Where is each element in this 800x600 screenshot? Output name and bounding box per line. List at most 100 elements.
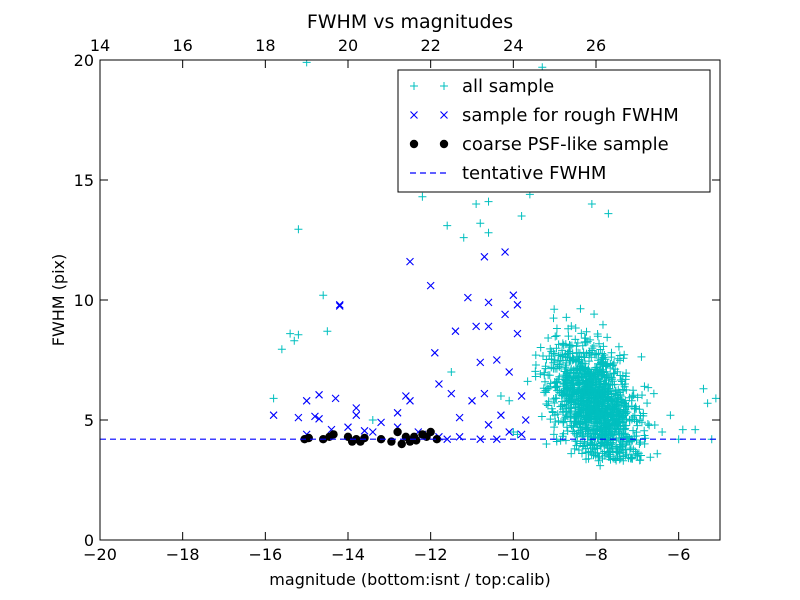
all-sample-point <box>553 360 562 369</box>
all-sample-point <box>637 352 646 361</box>
all-sample-point <box>597 438 606 447</box>
rough-fwhm-point <box>335 302 344 310</box>
all-sample-point <box>552 437 561 446</box>
all-sample-point <box>562 381 571 390</box>
all-sample-point <box>569 377 578 386</box>
all-sample-point <box>614 342 623 351</box>
legend-label: sample for rough FWHM <box>462 105 679 126</box>
all-sample-point <box>547 363 556 372</box>
top-tick-label: 24 <box>503 36 523 55</box>
all-sample-point <box>277 345 286 354</box>
all-sample-point <box>658 428 667 436</box>
all-sample-point <box>536 369 545 378</box>
all-sample-point <box>602 440 611 449</box>
all-sample-point <box>558 339 567 348</box>
all-sample-point <box>564 332 573 341</box>
all-sample-point <box>472 200 481 208</box>
all-sample-point <box>640 382 649 391</box>
all-sample-point <box>565 342 574 351</box>
all-sample-point <box>556 356 565 365</box>
all-sample-point <box>592 405 601 414</box>
all-sample-point <box>607 353 616 362</box>
legend-entry: coarse PSF-like sample <box>409 134 669 155</box>
all-sample-point <box>606 396 615 405</box>
all-sample-point <box>601 421 610 430</box>
all-sample-point <box>583 377 592 386</box>
all-sample-point <box>546 344 555 353</box>
all-sample-point <box>572 389 581 398</box>
all-sample-point <box>550 349 559 358</box>
rough-fwhm-point <box>468 396 476 405</box>
all-sample-point <box>593 368 602 377</box>
y-tick-label: 15 <box>74 171 94 190</box>
psf-like-point <box>432 435 442 444</box>
all-sample-point <box>649 389 658 398</box>
all-sample-point <box>574 380 583 389</box>
all-sample-point <box>588 444 597 453</box>
all-sample-point <box>610 369 619 378</box>
all-sample-point <box>537 412 546 421</box>
all-sample-point <box>551 383 560 392</box>
all-sample-point <box>568 383 577 392</box>
all-sample-point <box>597 430 606 439</box>
all-sample-point <box>568 356 577 365</box>
all-sample-point <box>443 221 452 230</box>
x-tick-label: −10 <box>496 545 530 564</box>
all-sample-point <box>587 200 596 208</box>
legend-label: all sample <box>462 76 554 97</box>
all-sample-point <box>580 353 589 362</box>
all-sample-point <box>666 411 675 420</box>
all-sample-point <box>637 418 646 427</box>
all-sample-point <box>604 209 613 218</box>
all-sample-point <box>541 377 550 386</box>
all-sample-point <box>602 362 611 371</box>
all-sample-point <box>571 398 580 407</box>
rough-fwhm-point <box>451 327 460 336</box>
all-sample-point <box>550 423 559 432</box>
all-sample-point <box>548 408 557 417</box>
all-sample-point <box>596 419 605 428</box>
rough-fwhm-point <box>331 394 340 403</box>
all-sample-point <box>614 400 623 409</box>
all-sample-point <box>552 331 561 340</box>
all-sample-point <box>552 324 561 333</box>
rough-fwhm-point <box>480 389 489 398</box>
all-sample-point <box>589 397 598 406</box>
x-tick-label: −8 <box>584 545 608 564</box>
all-sample-point <box>613 367 622 376</box>
all-sample-point <box>509 428 518 436</box>
top-tick-label: 16 <box>172 36 192 55</box>
all-sample-point <box>590 310 599 319</box>
x-tick-label: −20 <box>83 545 117 564</box>
all-sample-point <box>618 429 627 438</box>
all-sample-point <box>269 394 278 403</box>
all-sample-point <box>566 403 575 412</box>
rough-fwhm-point <box>476 358 485 367</box>
rough-fwhm-point <box>517 392 526 400</box>
plot-marks <box>100 60 720 470</box>
x-tick-label: −18 <box>166 545 200 564</box>
psf-like-point <box>360 433 369 443</box>
all-sample-point <box>580 370 589 379</box>
all-sample-point <box>570 444 579 453</box>
y-tick-label: 5 <box>84 411 94 430</box>
all-sample-point <box>582 448 591 457</box>
all-sample-point <box>575 373 584 382</box>
all-sample-point <box>561 436 570 445</box>
all-sample-point <box>616 376 625 385</box>
all-sample-point <box>562 423 571 432</box>
all-sample-point <box>633 452 642 460</box>
x-tick-label: −12 <box>414 545 448 564</box>
all-sample-point <box>577 329 586 338</box>
all-sample-point <box>632 435 641 444</box>
all-sample-point <box>615 356 624 365</box>
rough-fwhm-point <box>344 423 352 432</box>
rough-fwhm-point <box>311 412 319 421</box>
all-sample-point <box>550 399 559 408</box>
all-sample-point <box>570 419 579 428</box>
all-sample-point <box>598 410 607 419</box>
all-sample-point <box>570 429 579 438</box>
psf-like-point <box>397 439 406 449</box>
all-sample-point <box>599 342 608 351</box>
all-sample-point <box>459 233 468 242</box>
